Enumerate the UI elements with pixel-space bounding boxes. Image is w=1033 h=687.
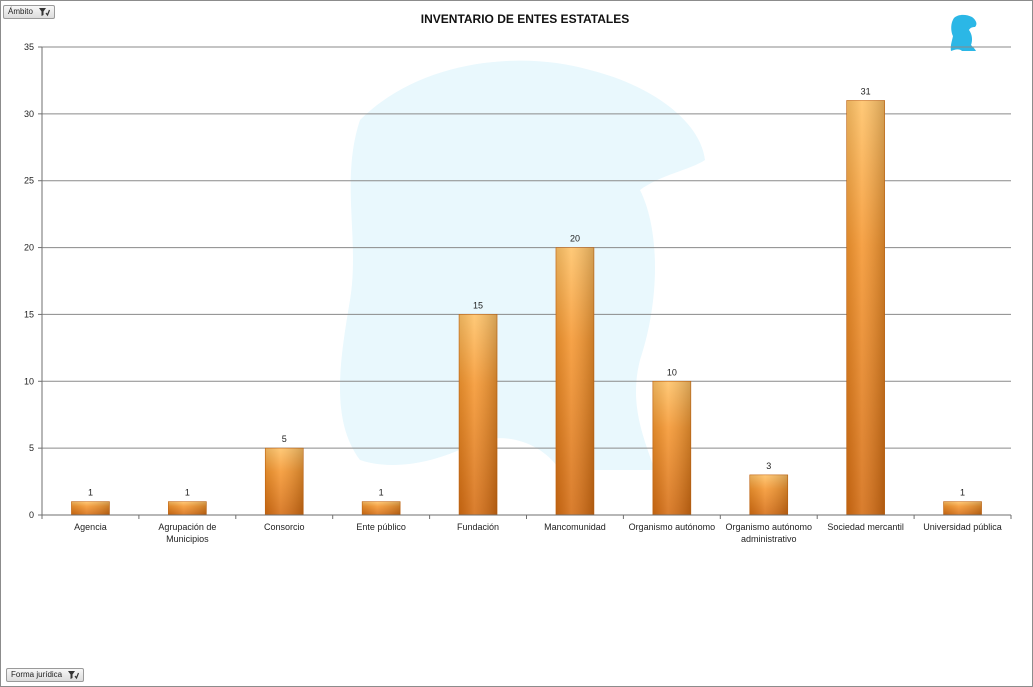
forma-juridica-filter-label: Forma jurídica xyxy=(11,670,63,679)
data-label: 3 xyxy=(766,461,771,471)
x-category-label: Consorcio xyxy=(264,522,305,532)
x-category-label-line: Mancomunidad xyxy=(544,522,606,532)
x-category-label-line: Sociedad mercantil xyxy=(827,522,904,532)
bar-shade xyxy=(943,501,982,515)
bar xyxy=(846,100,885,516)
bars xyxy=(71,100,982,516)
y-tick-label: 0 xyxy=(29,510,34,520)
bar-shade xyxy=(846,100,885,515)
filter-funnel-icon xyxy=(38,8,50,17)
x-category-label: Fundación xyxy=(457,522,499,532)
y-tick-label: 20 xyxy=(24,243,34,253)
bar-shade xyxy=(362,501,401,515)
bar-shade xyxy=(652,381,691,515)
data-label: 15 xyxy=(473,300,483,310)
x-category-label: Organismo autónomo administrativo xyxy=(725,522,812,544)
x-category-label-line: Agencia xyxy=(74,522,107,532)
y-tick-label: 5 xyxy=(29,443,34,453)
x-category-label-line: Organismo autónomo xyxy=(725,522,812,532)
data-label: 1 xyxy=(379,488,384,498)
bar-shade xyxy=(459,314,498,515)
x-category-label-line: administrativo xyxy=(741,534,797,544)
y-tick-label: 15 xyxy=(24,309,34,319)
x-category-label: Mancomunidad xyxy=(544,522,606,532)
forma-juridica-filter-button[interactable]: Forma jurídica xyxy=(6,668,85,682)
bar xyxy=(71,501,110,516)
bar-shade xyxy=(71,501,110,515)
eagle-watermark-icon xyxy=(340,60,705,471)
bar xyxy=(361,501,401,516)
x-category-label-line: Agrupación de xyxy=(158,522,216,532)
x-category-label: Universidad pública xyxy=(923,522,1002,532)
data-label: 31 xyxy=(861,86,871,96)
ambito-filter-button[interactable]: Ámbito xyxy=(3,5,55,19)
x-category-label: Organismo autónomo xyxy=(629,522,716,532)
filter-funnel-icon xyxy=(68,671,80,680)
eagle-logo-icon xyxy=(950,14,977,51)
bar xyxy=(749,474,789,516)
bar xyxy=(555,247,595,516)
x-category-label-line: Fundación xyxy=(457,522,499,532)
x-category-label: Agrupación de Municipios xyxy=(158,522,216,544)
bar xyxy=(168,501,207,516)
y-tick-label: 35 xyxy=(24,42,34,52)
y-tick-label: 30 xyxy=(24,109,34,119)
bar xyxy=(458,314,498,516)
y-tick-label: 25 xyxy=(24,176,34,186)
x-category-label-line: Universidad pública xyxy=(923,522,1002,532)
x-category-label-line: Consorcio xyxy=(264,522,305,532)
data-label: 5 xyxy=(282,434,287,444)
bar-shade xyxy=(168,501,207,515)
bar xyxy=(943,501,982,516)
x-category-label-line: Organismo autónomo xyxy=(629,522,716,532)
bar xyxy=(264,447,304,516)
data-label: 1 xyxy=(88,488,93,498)
y-axis-ticks: 0 5 10 15 20 25 30 35 xyxy=(24,42,42,520)
bar-shade xyxy=(749,474,788,515)
axes xyxy=(41,47,1012,519)
data-label: 1 xyxy=(185,488,190,498)
data-label: 1 xyxy=(960,488,965,498)
data-label: 20 xyxy=(570,234,580,244)
x-axis-categories: Agencia Agrupación de Municipios Consorcio E… xyxy=(74,522,1002,544)
bar xyxy=(652,380,692,516)
x-category-label: Ente público xyxy=(356,522,406,532)
x-category-label: Agencia xyxy=(74,522,107,532)
bar-shade xyxy=(555,247,594,516)
chart-title: INVENTARIO DE ENTES ESTATALES xyxy=(421,12,629,26)
x-category-label-line: Ente público xyxy=(356,522,406,532)
data-label: 10 xyxy=(667,367,677,377)
y-tick-label: 10 xyxy=(24,376,34,386)
x-category-label-line: Municipios xyxy=(166,534,209,544)
ambito-filter-label: Ámbito xyxy=(8,7,33,16)
bar-shade xyxy=(265,448,304,515)
x-category-label: Sociedad mercantil xyxy=(827,522,904,532)
